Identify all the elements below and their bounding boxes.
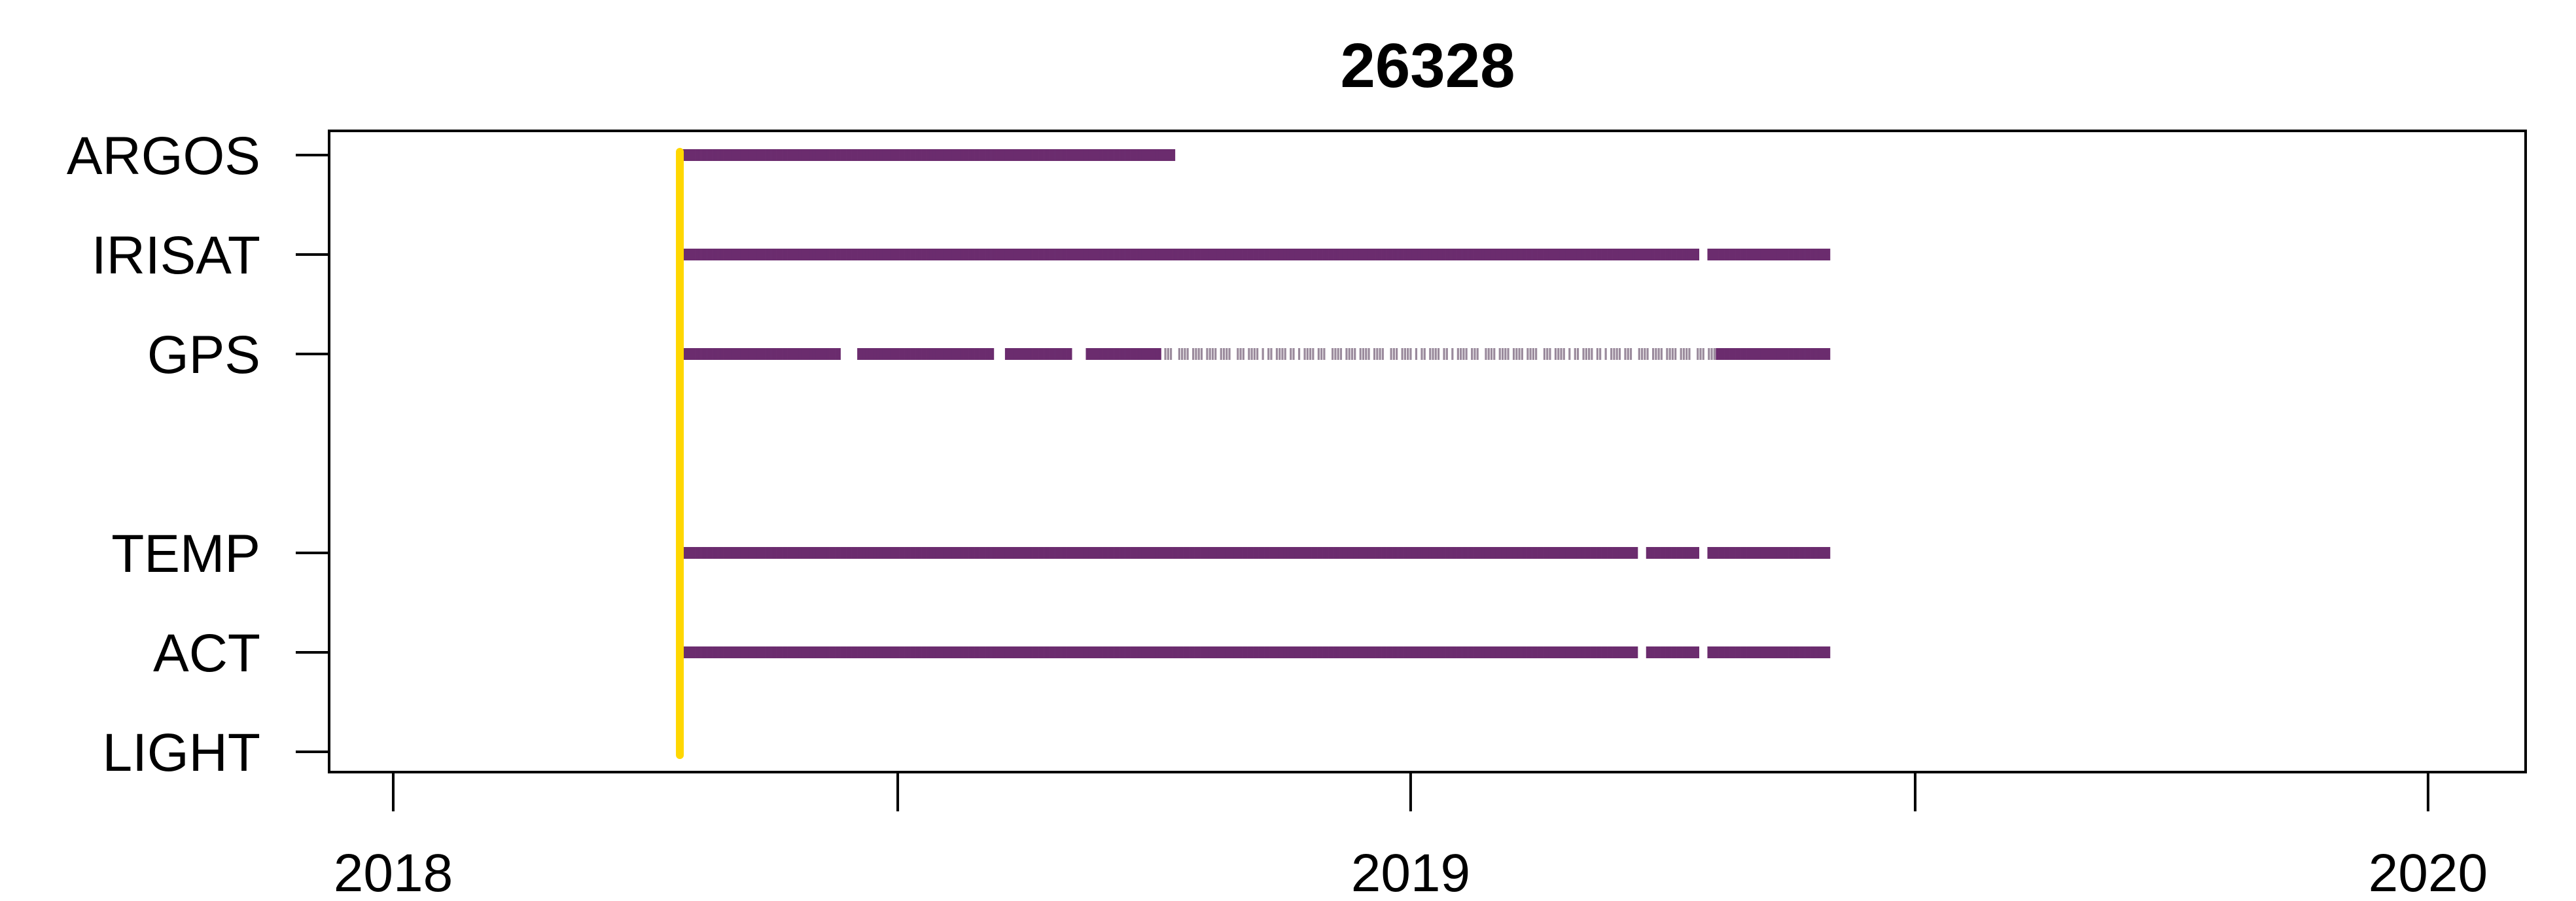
y-label-temp: TEMP (111, 524, 260, 584)
y-label-argos: ARGOS (67, 126, 260, 186)
x-label-2020: 2020 (2369, 843, 2488, 901)
chart-title: 26328 (1341, 31, 1515, 101)
plot-frame (328, 130, 2527, 773)
y-label-irisat: IRISAT (92, 226, 260, 285)
y-axis: ARGOS IRISAT GPS TEMP ACT LIGHT (67, 126, 329, 783)
x-label-2018: 2018 (334, 843, 453, 901)
y-label-gps: GPS (147, 325, 260, 385)
series-temp (681, 547, 1831, 559)
x-label-2019: 2019 (1351, 843, 1470, 901)
series-irisat (681, 249, 1831, 260)
x-axis: 2018 2019 2020 (334, 772, 2488, 901)
series-argos (681, 149, 1176, 161)
series-gps (681, 348, 1831, 360)
y-label-light: LIGHT (103, 723, 260, 783)
y-label-act: ACT (153, 624, 260, 683)
series-layer (681, 149, 1831, 658)
series-act (681, 646, 1831, 658)
